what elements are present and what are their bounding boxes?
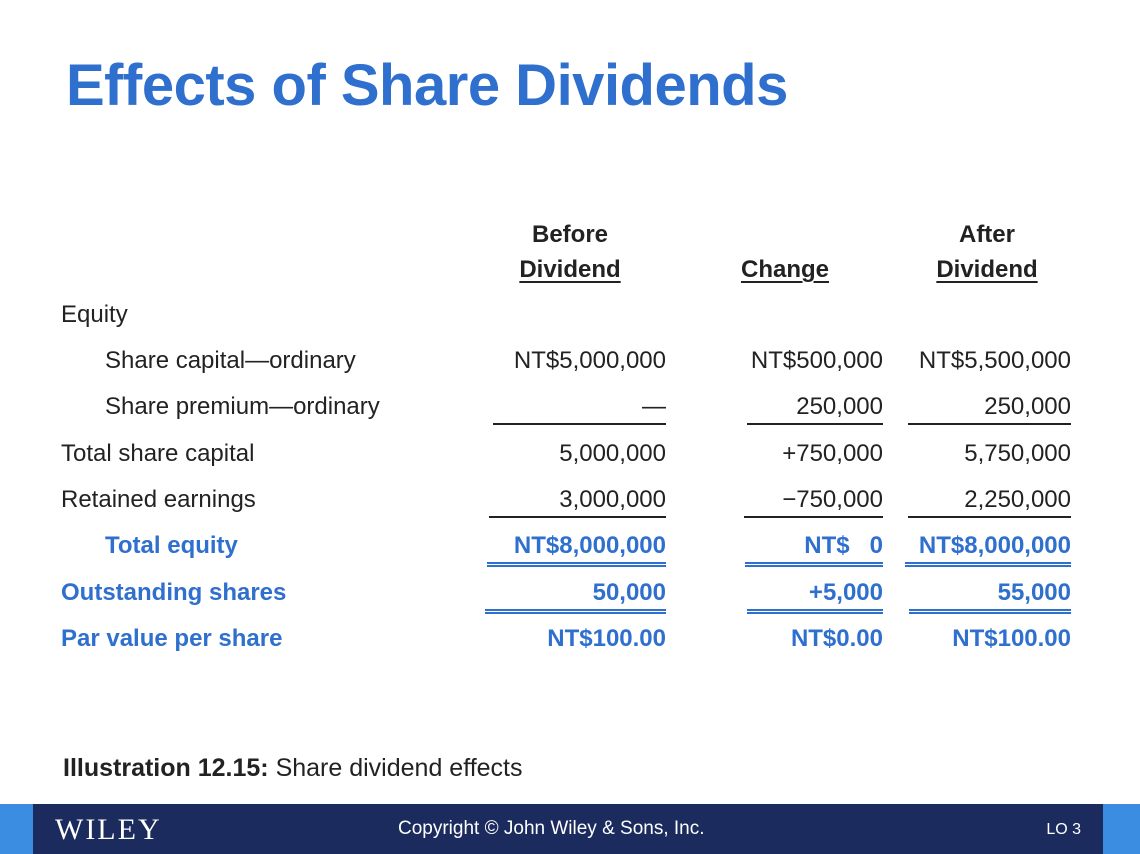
row-label-share-capital: Share capital—ordinary [105,347,356,374]
cell-value: — [493,393,666,425]
row-label-par-value: Par value per share [61,625,283,652]
header-after-bottom: Dividend [936,256,1038,283]
cell-value: NT$8,000,000 [905,532,1071,567]
footer-bar: WILEY Copyright © John Wiley & Sons, Inc… [0,804,1140,854]
header-before-top: Before [531,221,609,248]
cell-value: NT$0.00 [790,625,883,652]
header-after: After Dividend [917,217,1057,287]
row-label-retained-earnings: Retained earnings [61,486,256,513]
copyright-text: Copyright © John Wiley & Sons, Inc. [398,818,705,839]
header-before-bottom: Dividend [519,256,621,283]
cell-value: NT$500,000 [750,347,883,374]
cell-value: NT$ 0 [745,532,883,567]
learning-objective-label: LO 3 [1046,821,1081,838]
header-after-top: After [958,221,1015,248]
row-label-total-equity: Total equity [105,532,238,559]
cell-value: +750,000 [782,440,883,467]
row-label-equity: Equity [61,301,128,328]
cell-value: NT$100.00 [547,625,666,652]
cell-value: NT$8,000,000 [487,532,666,567]
footer-inner: WILEY Copyright © John Wiley & Sons, Inc… [33,804,1103,854]
cell-value: 5,000,000 [559,440,666,467]
cell-value: NT$100.00 [952,625,1071,652]
slide-title: Effects of Share Dividends [66,53,788,118]
header-change-label: Change [740,256,829,283]
cell-value: 3,000,000 [489,486,666,518]
cell-value: 2,250,000 [908,486,1071,518]
header-change: Change [720,252,850,287]
header-before: Before Dividend [500,217,640,287]
cell-value: +5,000 [747,579,883,614]
row-label-share-premium: Share premium—ordinary [105,393,380,420]
cell-value: 250,000 [908,393,1071,425]
cell-value: 5,750,000 [964,440,1071,467]
caption-number: Illustration 12.15: [63,754,269,782]
caption-text: Share dividend effects [268,754,523,782]
wiley-logo: WILEY [55,813,162,846]
cell-value: 250,000 [747,393,883,425]
cell-value: NT$5,000,000 [513,347,666,374]
cell-value: 50,000 [485,579,666,614]
row-label-outstanding-shares: Outstanding shares [61,579,287,606]
cell-value: −750,000 [744,486,883,518]
cell-value: NT$5,500,000 [918,347,1071,374]
illustration-caption: Illustration 12.15: Share dividend effec… [63,754,523,783]
row-label-total-share-capital: Total share capital [61,440,255,467]
cell-value: 55,000 [909,579,1071,614]
